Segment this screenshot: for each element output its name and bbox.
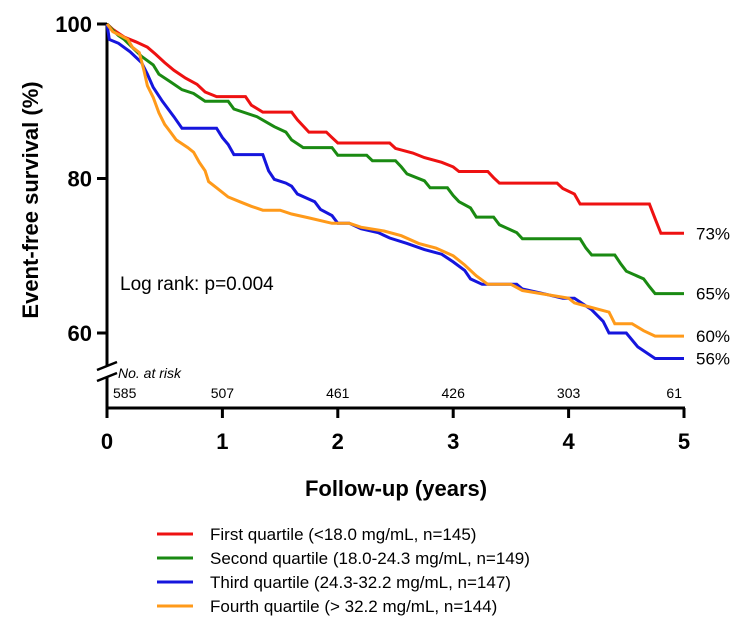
- end-label-4: 60%: [696, 327, 730, 346]
- legend-label-1: First quartile (<18.0 mg/mL, n=145): [210, 525, 476, 544]
- legend-label-2: Second quartile (18.0-24.3 mg/mL, n=149): [210, 549, 530, 568]
- end-label-2: 65%: [696, 285, 730, 304]
- risk-count: 426: [442, 385, 466, 401]
- y-tick-label: 100: [55, 12, 92, 37]
- x-tick-label: 2: [332, 429, 344, 454]
- risk-count: 461: [326, 385, 350, 401]
- y-tick-label: 60: [68, 321, 92, 346]
- axis-break-mark: [96, 360, 118, 383]
- x-tick-label: 4: [562, 429, 575, 454]
- risk-table-title: No. at risk: [118, 365, 182, 381]
- legend: First quartile (<18.0 mg/mL, n=145) Secon…: [157, 525, 530, 616]
- legend-label-4: Fourth quartile (> 32.2 mg/mL, n=144): [210, 597, 497, 616]
- survival-curve-1: [105, 22, 684, 235]
- survival-curve-2: [105, 22, 684, 296]
- x-tick-label: 3: [447, 429, 459, 454]
- risk-count: 61: [666, 385, 682, 401]
- y-axis-title: Event-free survival (%): [18, 81, 43, 318]
- x-tick-label: 5: [678, 429, 690, 454]
- x-tick-label: 1: [216, 429, 228, 454]
- legend-label-3: Third quartile (24.3-32.2 mg/mL, n=147): [210, 573, 511, 592]
- x-axis-title: Follow-up (years): [305, 476, 487, 501]
- log-rank-annotation: Log rank: p=0.004: [120, 274, 274, 295]
- risk-count: 303: [557, 385, 581, 401]
- risk-count: 507: [211, 385, 235, 401]
- risk-count: 585: [113, 385, 137, 401]
- x-tick-label: 0: [101, 429, 113, 454]
- end-label-3: 56%: [696, 349, 730, 368]
- y-tick-label: 80: [68, 167, 92, 192]
- end-label-1: 73%: [696, 224, 730, 243]
- survival-curve-4: [105, 23, 684, 338]
